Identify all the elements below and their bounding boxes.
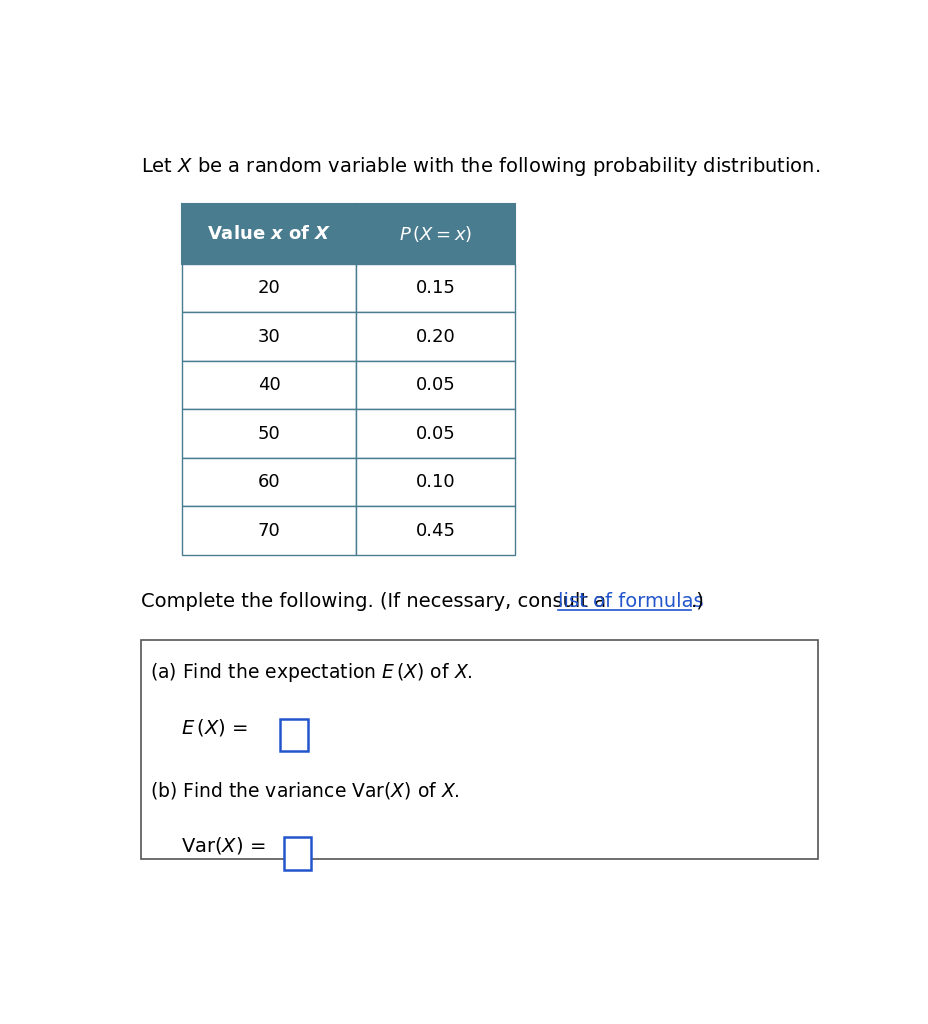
Text: 0.45: 0.45 <box>416 521 456 540</box>
Text: Complete the following. (If necessary, consult a: Complete the following. (If necessary, c… <box>141 592 612 610</box>
FancyBboxPatch shape <box>356 264 515 312</box>
Text: Let $X$ be a random variable with the following probability distribution.: Let $X$ be a random variable with the fo… <box>141 156 819 178</box>
Text: Value $\bfit{x}$ of $\bfit{X}$: Value $\bfit{x}$ of $\bfit{X}$ <box>207 224 331 243</box>
Text: (a) Find the expectation $E\,(X)$ of $X$.: (a) Find the expectation $E\,(X)$ of $X$… <box>150 662 472 684</box>
FancyBboxPatch shape <box>182 360 356 410</box>
Text: 0.05: 0.05 <box>416 425 456 442</box>
FancyBboxPatch shape <box>356 360 515 410</box>
FancyBboxPatch shape <box>182 506 356 555</box>
FancyBboxPatch shape <box>182 458 356 506</box>
FancyBboxPatch shape <box>182 204 356 264</box>
Text: $E\,(X)$ =: $E\,(X)$ = <box>181 717 250 737</box>
FancyBboxPatch shape <box>356 312 515 360</box>
FancyBboxPatch shape <box>283 838 310 869</box>
Text: 20: 20 <box>258 280 280 297</box>
Text: .): .) <box>690 592 704 610</box>
Text: 50: 50 <box>258 425 280 442</box>
FancyBboxPatch shape <box>280 719 307 752</box>
Text: 0.05: 0.05 <box>416 376 456 394</box>
Text: Var$(X)$ =: Var$(X)$ = <box>181 836 267 856</box>
Text: 70: 70 <box>258 521 280 540</box>
FancyBboxPatch shape <box>182 264 356 312</box>
Text: 40: 40 <box>258 376 280 394</box>
Text: 30: 30 <box>258 328 280 345</box>
FancyBboxPatch shape <box>141 640 818 859</box>
FancyBboxPatch shape <box>182 410 356 458</box>
Text: 0.15: 0.15 <box>416 280 456 297</box>
FancyBboxPatch shape <box>356 458 515 506</box>
FancyBboxPatch shape <box>356 506 515 555</box>
FancyBboxPatch shape <box>356 410 515 458</box>
Text: 60: 60 <box>258 473 280 492</box>
Text: 0.10: 0.10 <box>416 473 455 492</box>
FancyBboxPatch shape <box>182 312 356 360</box>
Text: list of formulas: list of formulas <box>558 592 702 610</box>
FancyBboxPatch shape <box>356 204 515 264</box>
Text: $\mathit{P}\,(\mathit{X}{=}\mathit{x})$: $\mathit{P}\,(\mathit{X}{=}\mathit{x})$ <box>399 224 472 244</box>
Text: (b) Find the variance Var$(X)$ of $X$.: (b) Find the variance Var$(X)$ of $X$. <box>150 779 459 801</box>
Text: 0.20: 0.20 <box>416 328 456 345</box>
